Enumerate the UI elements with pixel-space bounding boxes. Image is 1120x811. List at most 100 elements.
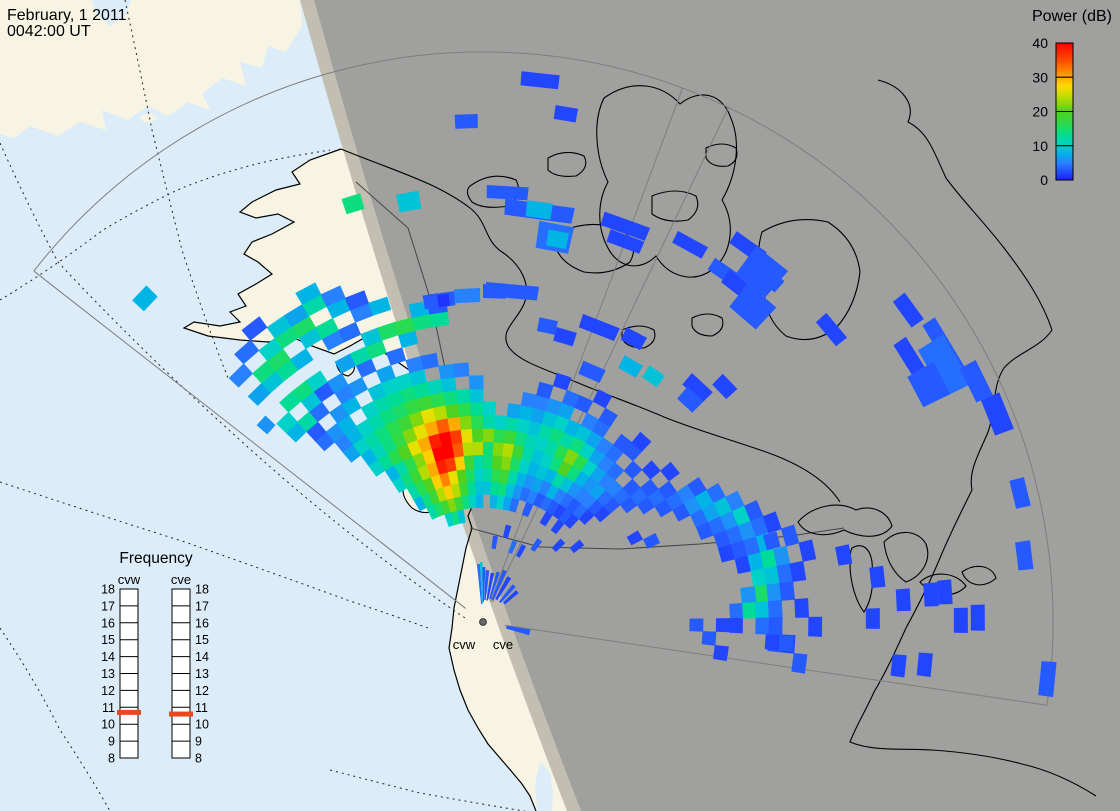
echo-cell <box>574 470 591 488</box>
echo-cell <box>506 625 531 636</box>
echo-cell <box>595 437 614 456</box>
echo-cell <box>373 424 392 443</box>
echo-cell <box>486 572 495 601</box>
echo-cell <box>492 441 505 457</box>
echo-cell <box>283 304 310 327</box>
fan-outer-arc <box>33 51 1054 706</box>
echo-cell <box>773 545 791 567</box>
echo-cell <box>486 185 529 201</box>
echo-cell <box>453 362 470 378</box>
echo-cell <box>447 416 462 432</box>
colorbar-segment <box>1055 145 1074 181</box>
echo-cell <box>892 292 924 328</box>
echo-cell <box>432 501 445 517</box>
echo-cell <box>545 483 560 500</box>
echo-cell <box>326 297 351 319</box>
echo-cell <box>470 401 484 416</box>
echo-cell <box>569 539 585 554</box>
echo-cell <box>431 445 446 462</box>
echo-cell <box>457 401 472 417</box>
echo-cell <box>970 604 985 631</box>
echo-cell <box>297 411 319 432</box>
echo-cell <box>587 499 605 516</box>
coastline <box>547 151 587 177</box>
echo-cell <box>279 390 302 413</box>
echo-cell <box>552 503 567 520</box>
echo-cell <box>349 302 374 323</box>
freq-tick-label: 13 <box>101 667 115 681</box>
echo-cell <box>713 530 732 549</box>
great-lake-outline <box>883 531 929 583</box>
echo-cell <box>605 479 624 498</box>
echo-cell <box>466 481 476 496</box>
echo-cell <box>321 329 345 351</box>
freq-tick-label: 8 <box>195 752 202 766</box>
echo-cell <box>421 448 436 465</box>
echo-cell <box>338 321 362 343</box>
echo-cell <box>471 414 484 429</box>
political-border <box>355 181 449 383</box>
echo-cell <box>502 524 512 539</box>
echo-cell <box>468 375 484 390</box>
echo-cell <box>581 492 598 510</box>
echo-cell <box>557 402 576 420</box>
echo-cell <box>412 451 427 469</box>
great-lake-outline <box>797 504 893 537</box>
echo-cell <box>755 617 770 635</box>
echo-cell <box>779 581 795 601</box>
echo-cell <box>533 394 550 412</box>
echo-cell <box>1015 540 1034 571</box>
echo-cell <box>377 321 399 341</box>
echo-cell <box>344 290 369 311</box>
echo-cell <box>631 431 652 452</box>
echo-cell <box>725 525 744 545</box>
colorbar-tick-label: 40 <box>1032 35 1048 51</box>
echo-cell <box>341 395 362 416</box>
echo-cell <box>420 407 437 424</box>
echo-cell <box>427 489 441 505</box>
frequency-panel: 18 17 16 15 14 13 12 11 10 9 8 18 17 16 15 14 13 12 11 10 9 8 <box>101 583 209 766</box>
echo-cell <box>440 376 457 393</box>
echo-cell <box>444 511 455 527</box>
echo-cell <box>687 477 708 498</box>
freq-tick-label: 11 <box>195 701 208 715</box>
echo-cell <box>574 486 591 504</box>
echo-cell <box>384 464 401 482</box>
echo-cell <box>725 490 745 512</box>
echo-cell <box>520 391 537 409</box>
echo-cell <box>386 347 407 366</box>
echo-cell <box>592 389 613 409</box>
echo-cell <box>391 402 409 420</box>
echo-cell <box>534 436 550 453</box>
echo-cell <box>499 468 510 484</box>
echo-cell <box>394 372 414 391</box>
coastline-layer <box>182 79 1097 811</box>
echo-cell <box>393 459 410 477</box>
echo-cell <box>550 518 565 535</box>
echo-cell <box>776 563 794 584</box>
echo-cell <box>435 458 449 475</box>
echo-cell <box>740 586 757 603</box>
echo-cell <box>514 430 528 447</box>
echo-cell <box>808 616 823 637</box>
echo-cell <box>336 414 357 435</box>
echo-cell <box>689 618 703 632</box>
echo-cell <box>396 414 414 432</box>
echo-cell <box>895 588 911 612</box>
graticule-layer <box>0 0 531 811</box>
echo-cell <box>780 524 800 547</box>
echo-cell <box>420 352 439 370</box>
echo-cell <box>530 476 544 493</box>
echo-cell <box>375 364 396 384</box>
echo-cell <box>768 617 783 636</box>
echo-cell <box>275 358 299 382</box>
echo-cell <box>429 391 446 408</box>
radar-site-label-cvw: cvw <box>453 637 476 652</box>
echo-cell <box>228 363 253 388</box>
echo-cell <box>526 489 539 505</box>
echo-cell <box>660 461 680 482</box>
echo-cell <box>754 601 770 619</box>
echo-cell <box>558 508 574 524</box>
echo-cell <box>252 360 277 384</box>
backscatter-cells-layer <box>132 71 1057 698</box>
